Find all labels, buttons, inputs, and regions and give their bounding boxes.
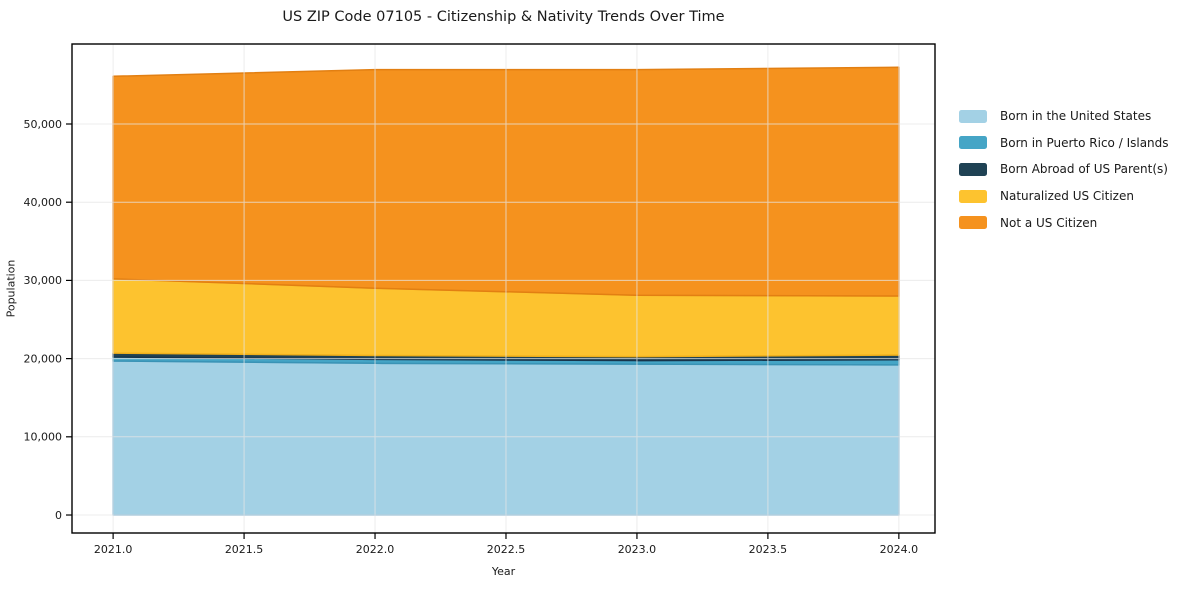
legend-swatch (959, 109, 987, 123)
legend-item: Born in the United States (959, 103, 1169, 130)
x-tick-label: 2022.0 (356, 543, 395, 556)
x-tick-label: 2023.5 (749, 543, 788, 556)
legend-label: Born Abroad of US Parent(s) (1000, 162, 1168, 177)
legend: Born in the United States Born in Puerto … (959, 103, 1169, 236)
y-tick-label: 40,000 (24, 196, 63, 209)
x-axis: 2021.0 2021.5 2022.0 2022.5 2023.0 2023.5 2024… (94, 533, 918, 556)
legend-item: Born in Puerto Rico / Islands (959, 130, 1169, 157)
x-tick-label: 2023.0 (618, 543, 657, 556)
chart-title: US ZIP Code 07105 - Citizenship & Nativi… (282, 9, 725, 25)
legend-swatch (959, 216, 987, 230)
y-tick-label: 0 (55, 509, 62, 522)
legend-item: Naturalized US Citizen (959, 183, 1169, 210)
x-tick-label: 2022.5 (487, 543, 526, 556)
x-tick-label: 2024.0 (880, 543, 919, 556)
legend-label: Born in Puerto Rico / Islands (1000, 135, 1169, 150)
legend-label: Not a US Citizen (1000, 215, 1098, 230)
gridlines (72, 44, 935, 533)
x-tick-label: 2021.0 (94, 543, 133, 556)
x-axis-label: Year (491, 565, 516, 578)
y-tick-label: 10,000 (24, 431, 63, 444)
plot-frame (71, 43, 936, 534)
y-axis: 0 10,000 20,000 30,000 40,000 50,000 (24, 118, 72, 522)
x-tick-label: 2021.5 (225, 543, 264, 556)
legend-swatch (959, 136, 987, 150)
legend-swatch (959, 162, 987, 176)
legend-label: Born in the United States (1000, 109, 1152, 124)
y-axis-label: Population (4, 259, 18, 318)
y-tick-label: 30,000 (24, 274, 63, 287)
y-tick-label: 20,000 (24, 352, 63, 365)
legend-swatch (959, 189, 987, 203)
y-tick-label: 50,000 (24, 118, 63, 131)
legend-item: Not a US Citizen (959, 209, 1169, 236)
legend-item: Born Abroad of US Parent(s) (959, 156, 1169, 183)
legend-label: Naturalized US Citizen (1000, 189, 1134, 204)
